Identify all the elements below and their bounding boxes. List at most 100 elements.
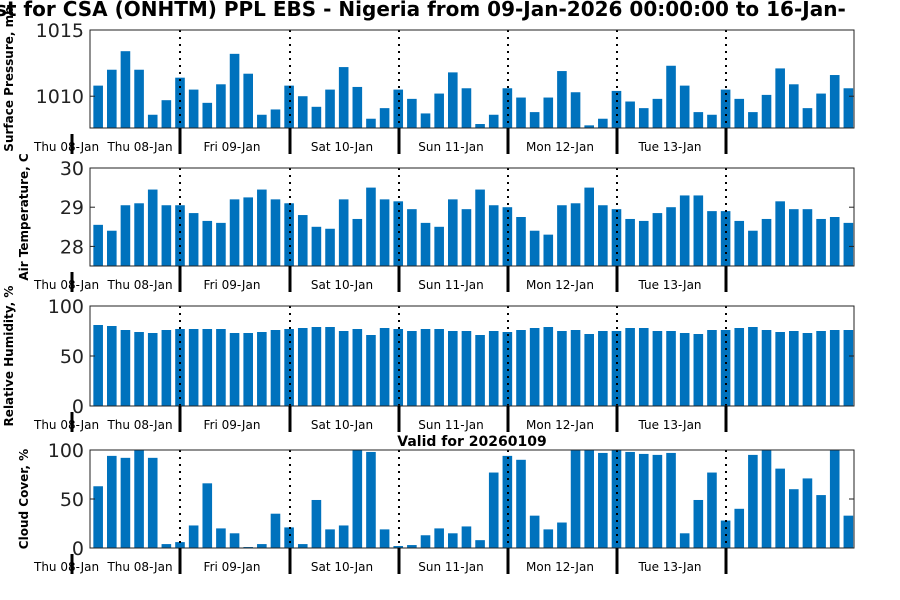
bar xyxy=(557,331,567,406)
bar xyxy=(325,327,335,406)
bar xyxy=(270,513,281,548)
bar xyxy=(229,533,240,548)
bar xyxy=(352,329,363,406)
bar xyxy=(652,98,663,128)
x-day-label: Mon 12-Jan xyxy=(526,418,594,432)
bar xyxy=(120,457,131,548)
bar xyxy=(775,468,785,548)
bar xyxy=(761,94,772,128)
bar xyxy=(707,330,717,406)
bar xyxy=(147,114,158,128)
bar xyxy=(202,102,213,128)
bar xyxy=(120,330,131,406)
bar xyxy=(529,230,540,266)
bar xyxy=(161,544,172,548)
bar xyxy=(693,112,704,128)
x-day-label: Sat 10-Jan xyxy=(311,418,373,432)
x-left-label: Thu 08-Jan xyxy=(33,140,99,154)
bar xyxy=(679,85,690,128)
bar xyxy=(829,217,840,266)
bar xyxy=(366,335,376,406)
x-day-label: Tue 13-Jan xyxy=(637,560,701,574)
bar xyxy=(338,331,349,406)
bar xyxy=(734,98,745,128)
bar xyxy=(175,542,185,548)
bar xyxy=(611,90,622,128)
bar xyxy=(543,97,554,128)
y-tick-label: 29 xyxy=(60,197,84,219)
bar xyxy=(584,125,594,128)
bar xyxy=(407,98,417,128)
bar xyxy=(120,51,131,128)
bar xyxy=(93,325,103,406)
bar xyxy=(461,88,472,128)
bar xyxy=(393,546,404,548)
bar xyxy=(352,450,363,548)
x-day-label: Tue 13-Jan xyxy=(637,140,701,154)
bar xyxy=(679,533,690,548)
x-day-label: Mon 12-Jan xyxy=(526,560,594,574)
bar xyxy=(107,69,117,128)
bar xyxy=(802,209,813,266)
panel-1: 1010 1015 Thu 08-Jan Thu 08-Jan Fri 09-Jan Sa… xyxy=(2,6,855,154)
bar xyxy=(352,218,363,266)
bar xyxy=(475,335,485,406)
bar xyxy=(543,529,554,548)
bar xyxy=(188,329,199,406)
bar xyxy=(188,213,199,266)
bar xyxy=(434,226,444,266)
bar xyxy=(461,209,472,266)
bar xyxy=(611,331,622,406)
bar xyxy=(243,333,253,406)
panel-3: 0 50 100 Thu 08-Jan Thu 08-Jan Fri 09-Jan Sat … xyxy=(2,286,855,432)
bar xyxy=(311,327,322,406)
bar xyxy=(297,328,308,406)
bar xyxy=(802,478,813,548)
bar xyxy=(147,189,158,266)
bar xyxy=(134,332,144,406)
bar xyxy=(638,453,649,548)
y-tick-label: 100 xyxy=(48,440,84,462)
bar xyxy=(284,329,294,406)
bar xyxy=(625,451,635,548)
panel-4: 0 50 100 Thu 08-Jan Thu 08-Jan Fri 09-Jan Sat … xyxy=(17,440,855,574)
bar xyxy=(557,71,567,128)
bar xyxy=(311,106,322,128)
bar xyxy=(557,205,567,266)
bar xyxy=(666,65,676,128)
bar xyxy=(175,205,185,266)
bar xyxy=(516,459,526,548)
plot-frame xyxy=(89,29,855,129)
panel-2: 28 29 30 Thu 08-Jan Thu 08-Jan Fri 09-Jan Sat … xyxy=(17,153,855,292)
bar xyxy=(434,93,444,128)
bar xyxy=(229,53,240,128)
bar xyxy=(311,499,322,548)
bar xyxy=(420,329,431,406)
y-axis-label: Surface Pressure, mb xyxy=(2,6,16,152)
bar xyxy=(434,528,444,548)
x-day-label: Fri 09-Jan xyxy=(204,140,261,154)
bar xyxy=(407,545,417,548)
bar xyxy=(475,124,485,128)
x-day-label: Thu 08-Jan xyxy=(106,418,172,432)
bar xyxy=(407,209,417,266)
bar xyxy=(488,205,499,266)
bar xyxy=(584,187,594,266)
bar xyxy=(229,333,240,406)
bar xyxy=(775,68,785,128)
bar xyxy=(393,201,404,266)
bar xyxy=(434,329,444,406)
bar xyxy=(693,195,704,266)
bar xyxy=(257,544,267,548)
bar xyxy=(843,88,854,128)
bar xyxy=(543,327,554,406)
bar xyxy=(352,86,363,128)
bar xyxy=(734,220,745,266)
bar xyxy=(570,330,581,406)
bar xyxy=(679,333,690,406)
bar xyxy=(202,329,213,406)
bar xyxy=(188,525,199,548)
bar xyxy=(707,211,717,266)
bar xyxy=(789,331,799,406)
bar xyxy=(652,213,663,266)
